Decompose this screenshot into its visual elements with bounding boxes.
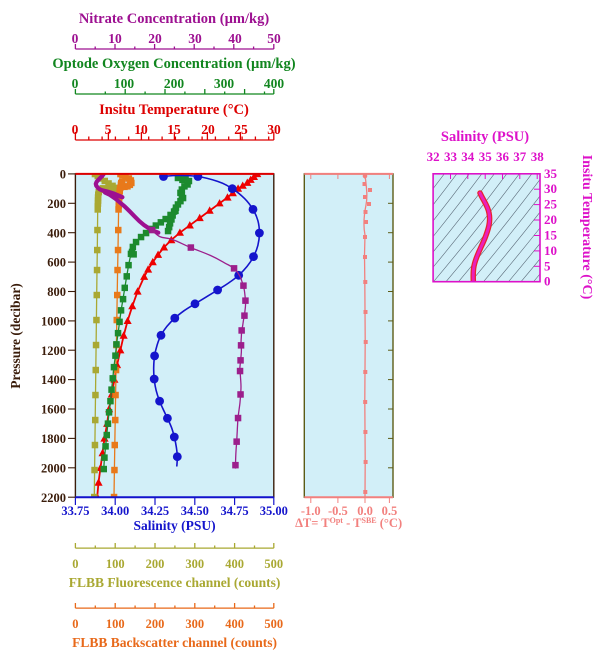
svg-text:35: 35 bbox=[479, 149, 493, 164]
svg-text:10: 10 bbox=[544, 243, 557, 258]
svg-text:0: 0 bbox=[544, 274, 551, 289]
svg-text:32: 32 bbox=[427, 149, 440, 164]
svg-text:5: 5 bbox=[544, 258, 551, 273]
svg-text:Insitu Temperature (°C): Insitu Temperature (°C) bbox=[579, 155, 594, 300]
svg-text:38: 38 bbox=[531, 149, 545, 164]
svg-text:36: 36 bbox=[496, 149, 510, 164]
svg-text:34: 34 bbox=[461, 149, 475, 164]
svg-text:37: 37 bbox=[513, 149, 527, 164]
svg-text:15: 15 bbox=[544, 228, 558, 243]
svg-text:Salinity (PSU): Salinity (PSU) bbox=[441, 129, 529, 145]
svg-text:25: 25 bbox=[544, 197, 558, 212]
svg-text:33: 33 bbox=[444, 149, 458, 164]
svg-text:20: 20 bbox=[544, 212, 557, 227]
svg-text:30: 30 bbox=[544, 181, 557, 196]
svg-text:35: 35 bbox=[544, 166, 558, 181]
